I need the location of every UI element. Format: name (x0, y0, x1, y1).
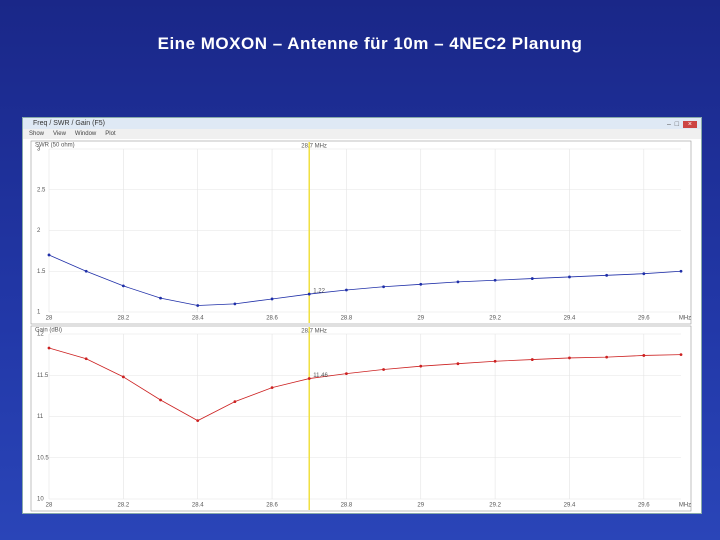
x-tick-label: 28.6 (266, 316, 278, 322)
x-tick-label: 28.8 (341, 503, 353, 509)
y-tick-label: 10 (37, 497, 44, 503)
x-unit: MHz (679, 316, 691, 322)
app-window: Freq / SWR / Gain (F5) – □ × Show View Win… (22, 117, 702, 514)
y-tick-label: 11 (37, 414, 44, 420)
data-point (493, 278, 497, 282)
data-point (679, 353, 683, 357)
marker-label: 28.7 MHz (301, 329, 327, 335)
data-point (642, 272, 646, 276)
x-tick-label: 28 (46, 316, 53, 322)
menu-item[interactable]: Window (74, 131, 97, 137)
y-tick-label: 1 (37, 310, 41, 316)
data-point (456, 280, 460, 284)
y-axis-label: Gain (dBi) (35, 328, 62, 334)
data-point (530, 277, 534, 280)
marker-label: 28.7 MHz (301, 144, 327, 150)
data-point (196, 419, 200, 423)
x-tick-label: 28.4 (192, 316, 204, 322)
y-tick-label: 2 (37, 228, 41, 234)
x-tick-label: 28.2 (118, 503, 130, 509)
data-point (605, 273, 609, 277)
x-tick-label: 28.2 (118, 316, 130, 322)
data-point (196, 304, 200, 307)
data-point (345, 372, 348, 375)
menu-item[interactable]: Plot (105, 131, 116, 137)
data-point (419, 364, 423, 368)
data-point (270, 297, 274, 301)
x-tick-label: 28.8 (341, 316, 353, 322)
data-point (679, 269, 683, 273)
x-tick-label: 29 (417, 316, 424, 322)
data-point (382, 285, 385, 289)
x-tick-label: 29.4 (564, 503, 576, 509)
data-point (270, 386, 274, 390)
data-point (121, 284, 125, 288)
y-tick-label: 1.5 (37, 269, 46, 275)
x-tick-label: 29 (417, 503, 424, 509)
x-tick-label: 29.4 (564, 316, 576, 322)
marker-readout: 11.46 (313, 373, 328, 379)
data-line (48, 347, 682, 422)
menu-item[interactable]: Show (29, 131, 45, 137)
data-point (84, 357, 88, 361)
data-point (568, 356, 571, 360)
x-tick-label: 29.6 (638, 316, 650, 322)
data-point (47, 253, 51, 257)
minimize[interactable]: – (666, 121, 675, 128)
data-point (568, 275, 571, 279)
data-point (47, 346, 51, 350)
y-tick-label: 10.5 (37, 455, 49, 461)
menu-bar: Show View Window Plot (23, 129, 701, 139)
data-line (48, 254, 682, 306)
y-tick-label: 3 (37, 147, 41, 153)
data-point (345, 288, 348, 292)
data-point (307, 292, 311, 296)
marker-readout: 1.22 (313, 289, 325, 295)
data-point (159, 398, 162, 402)
window-buttons: – □ × (667, 119, 697, 130)
x-tick-label: 29.2 (489, 316, 501, 322)
data-point (233, 400, 237, 404)
slide-title: Eine MOXON – Antenne für 10m – 4NEC2 Pla… (157, 34, 583, 53)
data-point (84, 269, 88, 273)
x-tick-label: 29.2 (489, 503, 501, 509)
data-point (493, 359, 497, 363)
menu-item[interactable]: View (53, 131, 66, 137)
window-title: Freq / SWR / Gain (F5) (33, 120, 105, 127)
y-tick-label: 12 (37, 332, 44, 338)
close[interactable]: × (682, 121, 697, 128)
plot-frame (30, 325, 692, 512)
maximize[interactable]: □ (674, 121, 683, 128)
data-point (530, 358, 534, 361)
data-point (121, 375, 125, 379)
y-axis-label: SWR (50 ohm) (35, 143, 75, 149)
data-point (159, 296, 162, 300)
x-unit: MHz (679, 503, 691, 509)
data-point (419, 282, 423, 286)
x-tick-label: 28.4 (192, 503, 204, 509)
data-point (642, 354, 646, 357)
y-tick-label: 2.5 (37, 187, 46, 193)
data-point (456, 362, 460, 366)
data-point (382, 368, 385, 371)
data-point (605, 355, 609, 359)
plot-frame (30, 140, 692, 325)
y-tick-label: 11.5 (37, 373, 49, 379)
title-bar: Freq / SWR / Gain (F5) – □ × (23, 118, 701, 129)
data-point (307, 377, 311, 380)
x-tick-label: 29.6 (638, 503, 650, 509)
x-tick-label: 28 (46, 503, 53, 509)
x-tick-label: 28.6 (266, 503, 278, 509)
data-point (233, 302, 237, 306)
